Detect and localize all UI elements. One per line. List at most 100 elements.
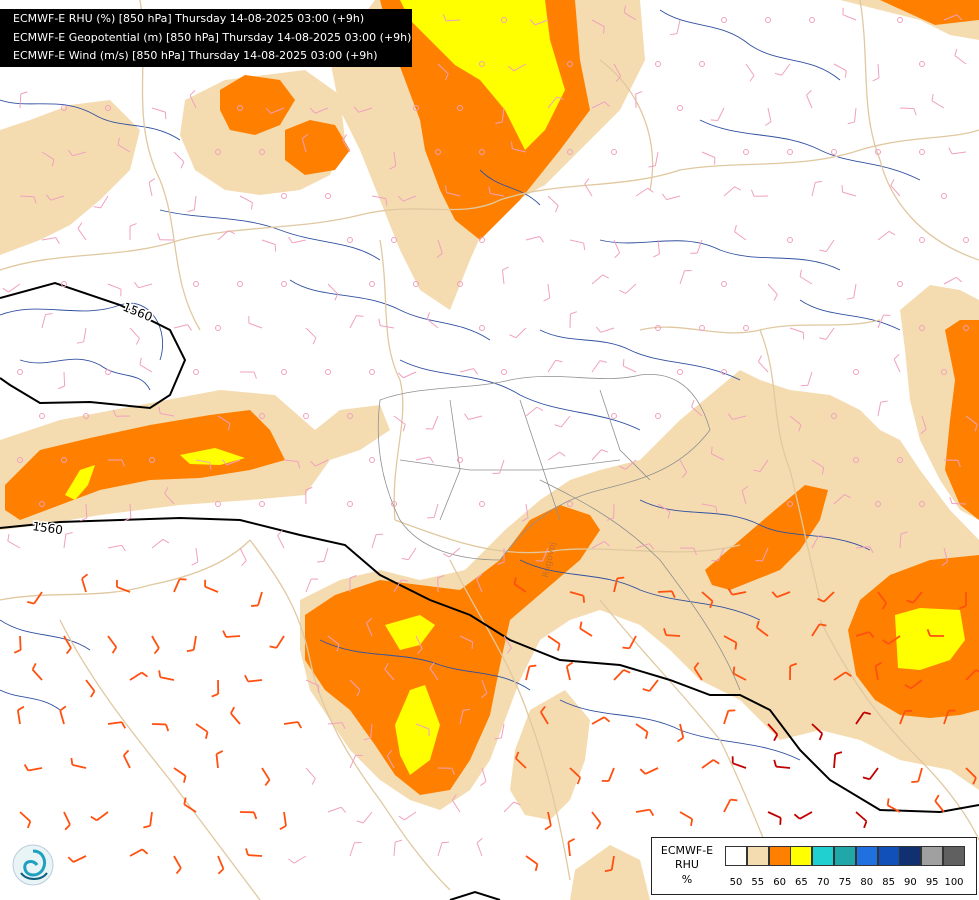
wind-barb	[959, 591, 967, 610]
wind-barb	[437, 841, 450, 857]
wind-barb	[648, 151, 659, 168]
wind-barb	[157, 233, 175, 241]
wind-barb	[107, 283, 122, 297]
wind-barb	[415, 635, 423, 655]
legend-swatch	[834, 846, 856, 866]
wind-barb	[67, 149, 87, 157]
wind-barb	[427, 503, 439, 519]
wind-barb	[833, 494, 851, 505]
wind-barb	[501, 266, 509, 285]
wind-barb	[239, 371, 257, 379]
wind-barb	[112, 409, 131, 417]
wind-barb	[690, 239, 703, 254]
wind-barb	[855, 546, 874, 554]
wind-barb	[613, 239, 621, 259]
wind-barb	[613, 576, 625, 593]
legend-tick: 50	[729, 877, 743, 888]
wind-barb	[514, 751, 527, 769]
wind-barb	[833, 63, 847, 78]
wind-barb	[931, 93, 945, 109]
wind-barb	[567, 61, 573, 67]
wind-barb	[151, 723, 170, 732]
wind-barb	[437, 767, 455, 776]
wind-barb	[309, 459, 329, 467]
wind-barb	[7, 534, 21, 549]
wind-barb	[437, 63, 449, 81]
legend-tick: 90	[904, 877, 917, 888]
wind-barb	[237, 105, 243, 111]
wind-barb	[787, 501, 793, 507]
wind-barb	[349, 575, 357, 593]
wind-barb	[767, 283, 778, 301]
wind-barb	[741, 485, 749, 505]
wind-barb	[378, 318, 395, 329]
wind-barb	[965, 669, 979, 681]
wind-barb	[642, 679, 659, 692]
wind-barb	[269, 635, 285, 649]
wind-barb	[811, 180, 823, 197]
wind-barb	[16, 705, 25, 725]
wind-barb	[217, 230, 235, 241]
wind-barb	[305, 679, 320, 693]
wind-barb	[129, 223, 137, 241]
wind-barb	[17, 369, 23, 375]
wind-barb	[39, 501, 45, 507]
wind-barb	[693, 662, 703, 681]
wind-barb	[853, 457, 859, 463]
wind-barb	[451, 794, 461, 813]
wind-barb	[349, 841, 362, 857]
wind-barb	[39, 413, 45, 419]
humidity-band-yellow	[65, 0, 965, 775]
wind-barb	[401, 547, 417, 561]
wind-barb	[195, 723, 209, 739]
wind-barb	[727, 588, 747, 596]
wind-barb	[248, 316, 263, 329]
wind-barb	[61, 105, 67, 111]
wind-barb	[173, 151, 185, 169]
wind-barb	[391, 237, 397, 243]
wind-barb	[151, 107, 167, 120]
wind-barb	[347, 237, 353, 243]
wind-barb	[436, 239, 443, 259]
wind-barb	[107, 544, 126, 552]
wind-barb	[129, 671, 148, 681]
wind-barb	[349, 754, 363, 769]
wind-barb	[943, 276, 962, 285]
legend-swatch	[725, 846, 747, 866]
wind-barb	[492, 459, 505, 475]
wind-barb	[750, 189, 769, 197]
wind-barb	[31, 662, 43, 681]
wind-barb	[347, 501, 353, 507]
wind-barb	[619, 283, 637, 294]
wind-barb	[701, 759, 720, 769]
wind-barb	[259, 413, 265, 419]
legend-swatch	[768, 846, 791, 866]
wind-barb	[811, 459, 825, 475]
wind-barb	[731, 756, 747, 769]
wind-barb	[503, 801, 521, 813]
legend-swatch	[899, 846, 922, 866]
wind-barb	[305, 486, 313, 505]
wind-barb	[479, 325, 485, 331]
wind-barb	[479, 501, 485, 507]
wind-barb	[83, 413, 89, 419]
wind-barb	[635, 808, 655, 817]
wind-barb	[941, 369, 947, 375]
wind-barb	[755, 547, 769, 562]
legend-tick: 60	[773, 877, 786, 888]
wind-barb	[657, 503, 671, 519]
wind-barb	[811, 623, 827, 637]
wind-barb	[619, 459, 637, 470]
legend-title-variable: RHU	[675, 858, 699, 871]
wind-barb	[19, 195, 37, 204]
wind-barb	[547, 359, 563, 373]
wind-barb	[45, 194, 65, 201]
wind-barb	[288, 236, 307, 244]
wind-barb	[457, 281, 463, 287]
wind-barb	[875, 149, 881, 155]
wind-barb	[164, 487, 175, 505]
wind-barb	[710, 107, 725, 122]
wind-barb	[877, 230, 896, 241]
wind-barb	[386, 750, 395, 769]
wind-barb	[965, 415, 978, 432]
